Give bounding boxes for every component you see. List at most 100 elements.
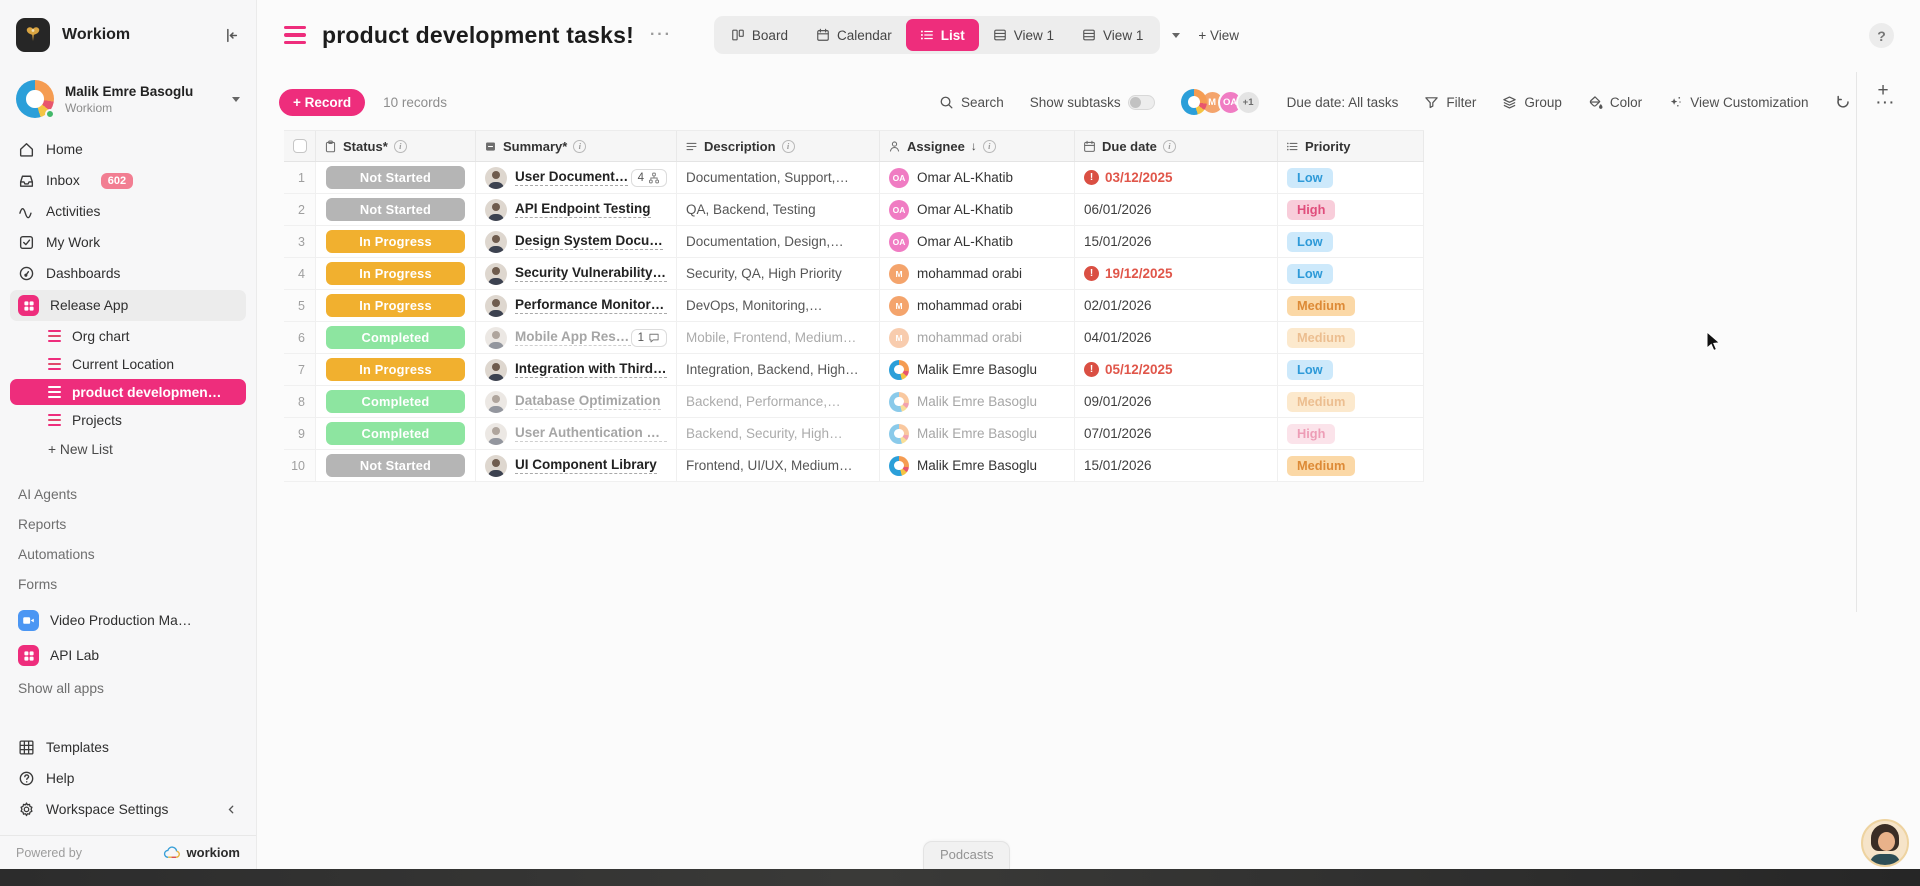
record-title[interactable]: Integration with Third…	[515, 361, 667, 378]
due-date-cell[interactable]: 09/01/2026	[1075, 386, 1278, 417]
info-icon[interactable]: i	[573, 139, 587, 153]
sidebar-list-item[interactable]: Current Location	[0, 350, 256, 378]
priority-cell[interactable]: Low	[1278, 226, 1424, 257]
view-customization-button[interactable]: View Customization	[1668, 95, 1809, 110]
description-cell[interactable]: Security, QA, High Priority	[677, 258, 880, 289]
sidebar-item-help[interactable]: Help	[0, 763, 256, 794]
sidebar-item-templates[interactable]: Templates	[0, 732, 256, 763]
status-cell[interactable]: Not Started	[316, 162, 476, 193]
assignee-filter-avatars[interactable]: M OA +1	[1180, 89, 1261, 115]
color-button[interactable]: Color	[1588, 95, 1642, 110]
assignee-cell[interactable]: OA Omar AL-Khatib	[880, 194, 1075, 225]
tab-list[interactable]: List	[905, 19, 979, 51]
table-row[interactable]: 7 In Progress Integration with Third… Integ…	[284, 354, 1424, 386]
account-switcher[interactable]: Malik Emre Basoglu Workiom	[0, 70, 256, 134]
table-row[interactable]: 2 Not Started API Endpoint Testing QA, Back…	[284, 194, 1424, 226]
summary-cell[interactable]: Integration with Third…	[476, 354, 677, 385]
priority-cell[interactable]: Medium	[1278, 322, 1424, 353]
sidebar-list-item[interactable]: Projects	[0, 406, 256, 434]
show-subtasks-toggle[interactable]: Show subtasks	[1030, 94, 1155, 110]
summary-cell[interactable]: Design System Docu…	[476, 226, 677, 257]
sidebar-list-item[interactable]: Org chart	[0, 322, 256, 350]
filter-button[interactable]: Filter	[1424, 95, 1476, 110]
sidebar-list-item[interactable]: product developmen…	[10, 379, 246, 405]
description-cell[interactable]: Backend, Performance,…	[677, 386, 880, 417]
sidebar-item-my-work[interactable]: My Work	[0, 227, 256, 258]
priority-cell[interactable]: Medium	[1278, 386, 1424, 417]
assignee-cell[interactable]: Malik Emre Basoglu	[880, 418, 1075, 449]
status-cell[interactable]: Completed	[316, 322, 476, 353]
list-menu-icon[interactable]	[284, 26, 306, 44]
due-date-cell[interactable]: 02/01/2026	[1075, 290, 1278, 321]
due-date-cell[interactable]: 07/01/2026	[1075, 418, 1278, 449]
status-cell[interactable]: Not Started	[316, 450, 476, 481]
record-title[interactable]: Database Optimization	[515, 393, 661, 410]
summary-cell[interactable]: User Authentication M…	[476, 418, 677, 449]
summary-cell[interactable]: API Endpoint Testing	[476, 194, 677, 225]
due-date-cell[interactable]: 15/01/2026	[1075, 450, 1278, 481]
table-row[interactable]: 4 In Progress Security Vulnerability … Secu…	[284, 258, 1424, 290]
group-button[interactable]: Group	[1502, 95, 1562, 110]
tab-board[interactable]: Board	[717, 19, 802, 51]
presenter-video-bubble[interactable]	[1861, 819, 1909, 867]
status-cell[interactable]: Completed	[316, 418, 476, 449]
column-header-due-date[interactable]: Due date i	[1075, 131, 1278, 161]
workiom-footer-logo[interactable]: workiom	[163, 845, 240, 860]
title-more-icon[interactable]: ···	[649, 26, 672, 43]
column-header-status[interactable]: Status* i	[316, 131, 476, 161]
tab-view-1[interactable]: View 1	[1068, 19, 1157, 51]
table-row[interactable]: 6 Completed Mobile App Resp… 1 Mobile, Front…	[284, 322, 1424, 354]
table-row[interactable]: 10 Not Started UI Component Library Fronten…	[284, 450, 1424, 482]
assignee-cell[interactable]: Malik Emre Basoglu	[880, 450, 1075, 481]
priority-cell[interactable]: High	[1278, 194, 1424, 225]
info-icon[interactable]: i	[781, 139, 795, 153]
summary-cell[interactable]: Performance Monitori…	[476, 290, 677, 321]
avatar-donut[interactable]	[1180, 89, 1207, 115]
info-icon[interactable]: i	[982, 139, 996, 153]
sidebar-item-reports[interactable]: Reports	[18, 516, 67, 532]
due-date-cell[interactable]: 04/01/2026	[1075, 322, 1278, 353]
record-title[interactable]: Mobile App Resp…	[515, 329, 631, 346]
record-title[interactable]: User Document…	[515, 169, 629, 186]
toggle-switch[interactable]	[1127, 94, 1155, 110]
table-row[interactable]: 5 In Progress Performance Monitori… DevOps,…	[284, 290, 1424, 322]
table-row[interactable]: 9 Completed User Authentication M… Backend,…	[284, 418, 1424, 450]
add-view-button[interactable]: + View	[1198, 27, 1239, 43]
status-cell[interactable]: In Progress	[316, 290, 476, 321]
sidebar-item-home[interactable]: Home	[0, 134, 256, 165]
sidebar-item-automations[interactable]: Automations	[18, 546, 95, 562]
search-button[interactable]: Search	[939, 95, 1004, 110]
priority-cell[interactable]: High	[1278, 418, 1424, 449]
select-all-checkbox[interactable]	[292, 139, 307, 153]
summary-cell[interactable]: Mobile App Resp… 1	[476, 322, 677, 353]
workiom-logo[interactable]	[16, 18, 50, 52]
description-cell[interactable]: Backend, Security, High…	[677, 418, 880, 449]
subtasks-count-badge[interactable]: 4	[630, 168, 667, 187]
assignee-cell[interactable]: OA Omar AL-Khatib	[880, 162, 1075, 193]
help-button[interactable]: ?	[1869, 23, 1894, 48]
summary-cell[interactable]: UI Component Library	[476, 450, 677, 481]
add-column-button[interactable]: +	[1877, 80, 1889, 101]
description-cell[interactable]: Integration, Backend, High…	[677, 354, 880, 385]
status-cell[interactable]: Not Started	[316, 194, 476, 225]
collapse-sidebar-icon[interactable]	[220, 25, 240, 45]
sidebar-app-item[interactable]: API Lab	[0, 638, 256, 673]
record-title[interactable]: Security Vulnerability …	[515, 265, 667, 282]
record-title[interactable]: User Authentication M…	[515, 425, 667, 442]
column-header-priority[interactable]: Priority	[1278, 131, 1424, 161]
status-cell[interactable]: Completed	[316, 386, 476, 417]
due-date-cell[interactable]: 15/01/2026	[1075, 226, 1278, 257]
sidebar-item-dashboards[interactable]: Dashboards	[0, 258, 256, 289]
sidebar-item-forms[interactable]: Forms	[18, 576, 58, 592]
description-cell[interactable]: Frontend, UI/UX, Medium…	[677, 450, 880, 481]
description-cell[interactable]: Documentation, Support,…	[677, 162, 880, 193]
priority-cell[interactable]: Low	[1278, 258, 1424, 289]
due-date-cell[interactable]: ! 05/12/2025	[1075, 354, 1278, 385]
status-cell[interactable]: In Progress	[316, 258, 476, 289]
sidebar-item-ai-agents[interactable]: AI Agents	[18, 486, 78, 502]
assignee-cell[interactable]: Malik Emre Basoglu	[880, 386, 1075, 417]
avatar-more[interactable]: +1	[1235, 89, 1261, 115]
tab-view-1[interactable]: View 1	[979, 19, 1068, 51]
